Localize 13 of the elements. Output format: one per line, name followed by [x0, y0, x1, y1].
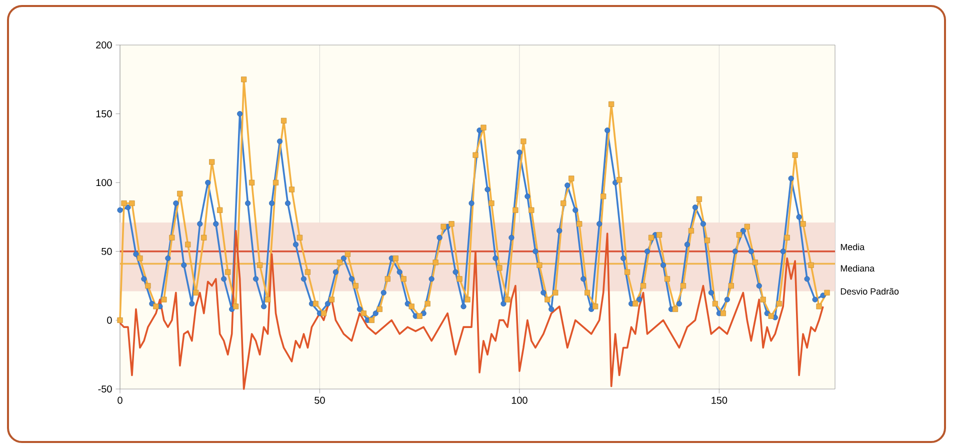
- ref-line-label: Mediana: [840, 264, 875, 272]
- band-label: Desvio Padrão: [840, 288, 899, 295]
- y-tick-label: 50: [102, 248, 112, 255]
- y-tick-label: 150: [96, 110, 112, 118]
- y-tick-label: 100: [96, 179, 112, 186]
- y-tick-label: -50: [98, 385, 112, 393]
- y-tick-label: 200: [96, 41, 112, 49]
- y-tick-label: 0: [107, 316, 112, 324]
- x-tick-label: 100: [512, 396, 528, 404]
- x-tick-label: 0: [118, 396, 122, 404]
- ref-line-label: Media: [840, 244, 865, 250]
- x-tick-label: 50: [314, 396, 325, 404]
- x-tick-label: 150: [712, 396, 728, 404]
